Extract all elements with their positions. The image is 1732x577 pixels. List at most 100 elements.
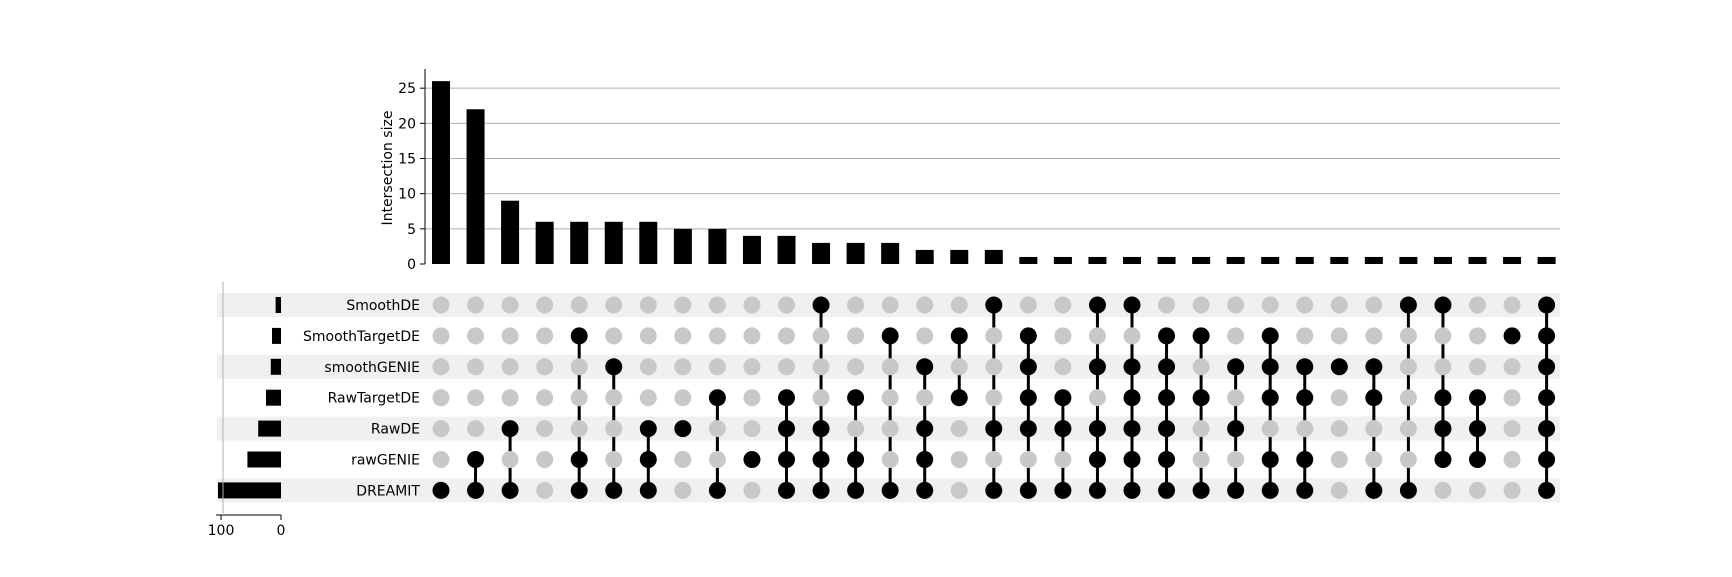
set-label: SmoothTargetDE [303, 329, 420, 345]
active-dot [1365, 389, 1383, 407]
y-axis-title: Intersection size [380, 111, 396, 226]
active-dot [1296, 358, 1314, 376]
active-dot [1019, 481, 1037, 499]
inactive-dot [1330, 451, 1348, 468]
inactive-dot [432, 451, 450, 468]
active-dot [1538, 327, 1556, 345]
set-size-bar [275, 297, 281, 313]
inactive-dot [847, 420, 865, 438]
active-dot [1538, 420, 1556, 438]
inactive-dot [536, 420, 554, 438]
active-dot [1158, 358, 1176, 376]
active-dot [1434, 451, 1452, 468]
active-dot [1123, 296, 1141, 314]
active-dot [1227, 481, 1245, 499]
inactive-dot [950, 481, 968, 499]
active-dot [916, 481, 934, 499]
inactive-dot [536, 358, 554, 376]
inactive-dot [1192, 451, 1210, 468]
inactive-dot [708, 327, 726, 345]
y-tick-label: 10 [398, 187, 416, 203]
active-dot [1469, 389, 1486, 407]
intersection-bar [1433, 256, 1452, 264]
inactive-dot [1365, 327, 1383, 345]
active-dot [1123, 420, 1141, 438]
inactive-dot [847, 327, 865, 345]
active-dot [1296, 481, 1314, 499]
inactive-dot [536, 296, 554, 314]
intersection-bars [432, 81, 1556, 265]
intersection-bar [466, 109, 485, 265]
inactive-dot [1227, 389, 1245, 407]
inactive-dot [916, 296, 934, 314]
inactive-dot [1399, 327, 1417, 345]
active-dot [1538, 389, 1556, 407]
inactive-dot [1365, 420, 1383, 438]
inactive-dot [1296, 420, 1314, 438]
set-label: rawGENIE [351, 453, 420, 469]
active-dot [1019, 420, 1037, 438]
active-dot [501, 420, 519, 438]
active-dot [1158, 451, 1176, 468]
inactive-dot [743, 481, 761, 499]
intersection-bar [1053, 256, 1072, 264]
inactive-dot [467, 389, 485, 407]
inactive-dot [1192, 358, 1210, 376]
active-dot [1019, 358, 1037, 376]
inactive-dot [1227, 327, 1245, 345]
inactive-dot [950, 451, 968, 468]
inactive-dot [916, 389, 934, 407]
active-dot [1019, 389, 1037, 407]
active-dot [778, 451, 795, 468]
inactive-dot [1503, 389, 1521, 407]
inactive-dot [536, 451, 554, 468]
inactive-dot [432, 296, 450, 314]
inactive-dot [1296, 296, 1314, 314]
active-dot [916, 358, 934, 376]
active-dot [501, 481, 519, 499]
inactive-dot [1227, 296, 1245, 314]
set-labels: SmoothDE SmoothTargetDE smoothGENIE RawTarg… [303, 298, 420, 499]
intersection-size-axis: Intersection size 0 5 10 15 20 25 [380, 69, 426, 273]
inactive-dot [1019, 451, 1037, 468]
active-dot [1054, 420, 1072, 438]
inactive-dot [1434, 327, 1452, 345]
active-dot [708, 481, 726, 499]
active-dot [1261, 327, 1279, 345]
active-dot [432, 481, 450, 499]
intersection-bar [1261, 256, 1280, 264]
intersection-bar [604, 221, 623, 264]
inactive-dot [778, 296, 795, 314]
active-dot [570, 481, 588, 499]
active-dot [1434, 296, 1452, 314]
active-dot [985, 420, 1003, 438]
inactive-dot [639, 389, 657, 407]
inactive-dot [570, 296, 588, 314]
set-size-tick-label: 0 [277, 523, 286, 539]
inactive-dot [432, 420, 450, 438]
active-dot [881, 327, 899, 345]
active-dot [1158, 389, 1176, 407]
active-dot [1469, 420, 1486, 438]
inactive-dot [605, 420, 623, 438]
active-dot [985, 296, 1003, 314]
active-dot [1365, 358, 1383, 376]
inactive-dot [674, 327, 692, 345]
inactive-dot [1054, 327, 1072, 345]
inactive-dot [847, 296, 865, 314]
active-dot [1261, 358, 1279, 376]
intersection-bar [570, 221, 589, 264]
intersection-bar [846, 242, 865, 264]
inactive-dot [1469, 481, 1486, 499]
set-size-tick-label: 100 [208, 523, 235, 539]
active-dot [1399, 481, 1417, 499]
inactive-dot [639, 296, 657, 314]
inactive-dot [1365, 296, 1383, 314]
inactive-dot [1019, 296, 1037, 314]
intersection-bar [1468, 256, 1487, 264]
inactive-dot [778, 327, 795, 345]
inactive-dot [881, 420, 899, 438]
inactive-dot [985, 358, 1003, 376]
inactive-dot [881, 358, 899, 376]
active-dot [743, 451, 761, 468]
